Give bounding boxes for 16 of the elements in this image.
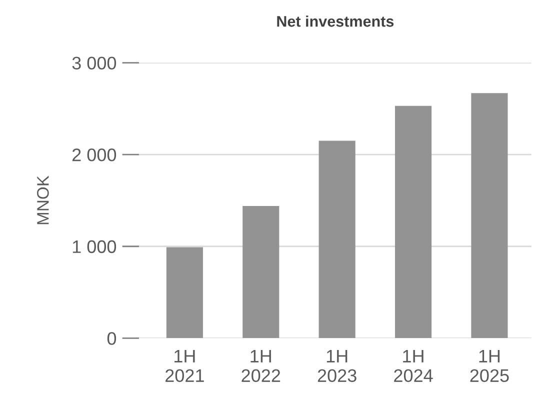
y-tick-label: 2 000 bbox=[72, 148, 116, 162]
y-axis-title: MNOK bbox=[37, 176, 49, 224]
x-tick-label: 1H 2025 bbox=[470, 350, 509, 382]
bar bbox=[242, 206, 280, 338]
bar bbox=[471, 93, 508, 338]
bar bbox=[318, 140, 356, 338]
chart-title: Net investments bbox=[277, 16, 394, 27]
bar bbox=[394, 106, 432, 338]
x-tick-label: 1H 2022 bbox=[242, 350, 280, 382]
bar bbox=[166, 247, 203, 338]
y-tick-label: 1 000 bbox=[72, 240, 116, 254]
x-tick-label: 1H 2023 bbox=[318, 350, 356, 382]
y-tick-label: 0 bbox=[107, 332, 116, 345]
x-tick-label: 1H 2024 bbox=[394, 350, 433, 382]
y-tick-label: 3 000 bbox=[72, 56, 116, 70]
x-tick-label: 1H 2021 bbox=[166, 350, 204, 382]
